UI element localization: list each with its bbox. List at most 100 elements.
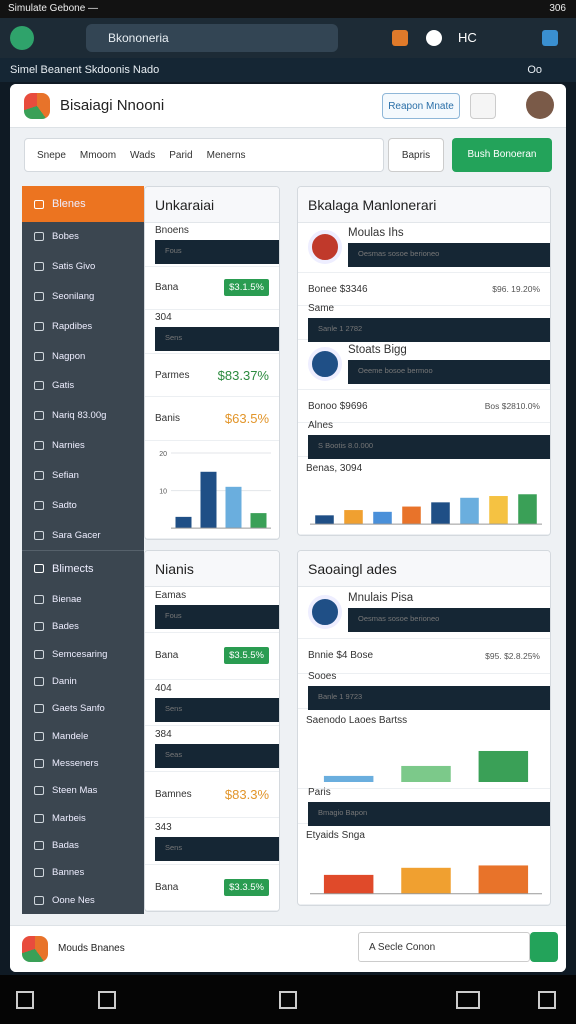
sidebar-item[interactable]: Danin: [22, 668, 144, 695]
back-button[interactable]: [10, 26, 34, 50]
row-sub: Oesmas sosoe berioneo: [348, 608, 550, 633]
sidebar-item[interactable]: Nagpon: [22, 341, 144, 371]
row-text: Parmes: [155, 370, 212, 381]
nav-overview[interactable]: [279, 991, 297, 1009]
sidebar-item[interactable]: Sara Gacer: [22, 520, 144, 550]
row-label: Bana: [155, 650, 179, 662]
bar: [175, 516, 192, 529]
sidebar-item[interactable]: Nariq 83.00g: [22, 401, 144, 431]
icon[interactable]: [426, 30, 442, 46]
sidebar-item[interactable]: Messeners: [22, 750, 144, 777]
row-sub: Seas: [155, 743, 279, 768]
icon: [34, 731, 44, 741]
row-text: Eamas Fous: [155, 590, 279, 630]
sidebar-item[interactable]: Satis Givo: [22, 252, 144, 282]
chart-title: Saenodo Laoes Bartss: [306, 714, 408, 726]
panel-title: Unkaraiai: [145, 187, 279, 223]
row-sub: S Bootis 8.0.000: [308, 435, 550, 460]
row: Bonee $3346 $96. 19.20%: [298, 273, 550, 307]
icon: [34, 199, 44, 209]
row-label: Bnnie $4 Bose: [308, 650, 374, 662]
row-label: Bamnes: [155, 789, 192, 801]
bar: [323, 775, 374, 783]
sidebar-item[interactable]: Bobes: [22, 222, 144, 252]
tab[interactable]: Menerns: [206, 149, 246, 161]
item-label: Gaets Sanfo: [52, 703, 105, 715]
sidebar-item[interactable]: Sefian: [22, 461, 144, 491]
row: Bamnes $83.3%: [145, 772, 279, 819]
row-label: Parmes: [155, 369, 190, 381]
bar: [478, 865, 529, 894]
tab[interactable]: Snepe: [37, 149, 66, 161]
row-label: Mnulais Pisa: [348, 592, 414, 605]
bar-chart: [323, 750, 529, 783]
sidebar-item[interactable]: Oone Nes: [22, 887, 144, 914]
icon: [34, 595, 44, 605]
bar: [401, 765, 451, 783]
sidebar-item[interactable]: Steen Mas: [22, 777, 144, 804]
tab[interactable]: Mmoom: [79, 149, 117, 161]
row-text: 384 Seas: [155, 729, 279, 768]
icon[interactable]: [392, 30, 408, 46]
row-label: Bonee $3346: [308, 283, 368, 295]
row-text: Bana: [155, 882, 218, 893]
item-label: Seonilang: [52, 291, 95, 303]
sidebar-item[interactable]: Marbeis: [22, 805, 144, 832]
row-value: $63.5%: [224, 411, 269, 427]
section-header[interactable]: Blimects: [22, 550, 144, 586]
nav-menu[interactable]: [538, 991, 556, 1009]
row: Bana $3.3.5%: [145, 865, 279, 911]
item-label: Messeners: [52, 758, 99, 770]
sidebar-item[interactable]: Semcesaring: [22, 641, 144, 668]
submit-button[interactable]: [530, 932, 558, 962]
row-text: Same Sanle 1 2782: [308, 303, 550, 343]
controls[interactable]: Oo: [527, 64, 542, 76]
sidebar-item[interactable]: Gatis: [22, 371, 144, 401]
bar: [225, 486, 242, 529]
bar: [200, 471, 217, 529]
tab[interactable]: Parid: [169, 149, 193, 161]
sidebar-item[interactable]: Mandele: [22, 723, 144, 750]
sidebar-item[interactable]: Bienae: [22, 586, 144, 613]
row: Mnulais Pisa Oesmas sosoe berioneo: [298, 587, 550, 639]
item-label: Bades: [52, 621, 79, 633]
app-title: Bisaiagi Nnooni: [60, 97, 165, 114]
sidebar-item[interactable]: Narnies: [22, 431, 144, 461]
sidebar-item[interactable]: Bannes: [22, 859, 144, 886]
icon: [34, 411, 44, 421]
icon[interactable]: [542, 30, 558, 46]
nav-back[interactable]: [98, 991, 116, 1009]
row-value: $3.5.5%: [224, 647, 269, 665]
section-header[interactable]: Blenes: [22, 186, 144, 222]
icon: [34, 759, 44, 769]
sidebar-item[interactable]: Gaets Sanfo: [22, 695, 144, 722]
sidebar-item[interactable]: Sadto: [22, 490, 144, 520]
row-value: $3.1.5%: [224, 279, 269, 297]
action-button[interactable]: Bush Bonoeran: [452, 138, 552, 172]
row-sub: Oesmas sosoe berioneo: [348, 243, 550, 268]
url-field[interactable]: Bkononeria: [86, 24, 338, 52]
bar: [323, 875, 374, 894]
search-input[interactable]: A Secle Conon: [358, 932, 530, 962]
sidebar-item[interactable]: Seonilang: [22, 282, 144, 312]
header-button[interactable]: Reapon Mnate: [382, 93, 460, 119]
search-button[interactable]: [470, 93, 496, 119]
nav-tabs[interactable]: [456, 991, 480, 1009]
nav-home[interactable]: [16, 991, 34, 1009]
avatar[interactable]: [526, 91, 554, 119]
sidebar-item[interactable]: Bades: [22, 613, 144, 640]
footer: Mouds Bnanes A Secle Conon: [10, 925, 566, 972]
row-text: 404 Sens: [155, 683, 279, 722]
extension[interactable]: HC: [458, 30, 477, 45]
row-label: Bnoens: [155, 224, 189, 236]
icon: [34, 232, 44, 242]
row-text: Bonoo $9696: [308, 401, 479, 412]
sidebar-item[interactable]: Badas: [22, 832, 144, 859]
tab[interactable]: Wads: [130, 149, 156, 161]
select[interactable]: Bapris: [388, 138, 444, 172]
sidebar-item[interactable]: Rapdibes: [22, 311, 144, 341]
footer-title: Mouds Bnanes: [58, 943, 125, 954]
